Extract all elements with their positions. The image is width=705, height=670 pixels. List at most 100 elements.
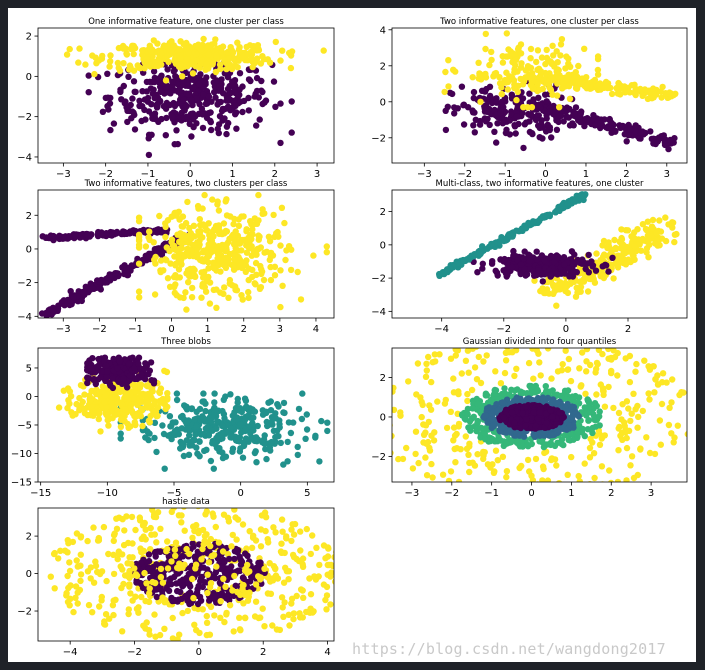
scatter-point: [451, 104, 458, 111]
scatter-point: [532, 455, 540, 463]
scatter-point: [127, 423, 134, 430]
scatter-point: [562, 65, 569, 72]
scatter-point: [134, 375, 141, 383]
scatter-point: [173, 390, 181, 397]
scatter-point: [539, 278, 546, 285]
scatter-point: [190, 84, 197, 91]
scatter-point: [173, 246, 180, 254]
scatter-point: [107, 52, 114, 59]
scatter-point: [164, 43, 171, 51]
scatter-point: [171, 283, 178, 291]
scatter-point: [212, 68, 220, 76]
scatter-point: [564, 471, 571, 478]
scatter-point: [251, 280, 258, 287]
scatter-point: [511, 387, 519, 394]
scatter-point: [122, 98, 129, 105]
scatter-point: [665, 221, 672, 228]
scatter-point: [164, 217, 172, 224]
scatter-point: [277, 267, 284, 274]
scatter-point: [164, 53, 171, 60]
scatter-point: [499, 399, 507, 406]
scatter-point: [548, 455, 556, 462]
scatter-point: [501, 255, 508, 263]
scatter-point: [106, 100, 114, 107]
scatter-point: [120, 375, 127, 383]
scatter-point: [129, 108, 136, 115]
scatter-point: [220, 396, 227, 403]
scatter-point: [513, 365, 520, 372]
scatter-point: [547, 441, 554, 449]
scatter-point: [479, 265, 486, 272]
scatter-point: [220, 261, 228, 269]
scatter-point: [131, 126, 139, 133]
scatter-point: [414, 360, 422, 367]
scatter-point: [608, 369, 615, 377]
scatter-point: [82, 61, 89, 68]
scatter-point: [560, 118, 567, 125]
scatter-point: [164, 66, 171, 73]
scatter-point: [482, 436, 489, 443]
scatter-point: [236, 240, 244, 247]
scatter-point: [569, 77, 576, 84]
scatter-point: [189, 101, 196, 109]
scatter-point: [617, 124, 625, 131]
scatter-point: [503, 440, 510, 447]
scatter-point: [145, 151, 153, 159]
y-tick-label: 0: [26, 72, 32, 83]
scatter-point: [64, 404, 71, 412]
scatter-point: [215, 222, 222, 229]
scatter-point: [185, 451, 193, 458]
scatter-point: [606, 124, 614, 131]
scatter-point: [585, 417, 592, 424]
scatter-point: [195, 228, 202, 235]
scatter-point: [323, 249, 330, 256]
scatter-point: [529, 348, 536, 352]
scatter-point: [597, 124, 604, 132]
scatter-point: [474, 269, 481, 276]
scatter-point: [173, 396, 181, 404]
scatter-point: [249, 226, 256, 233]
points-group: [38, 191, 330, 318]
scatter-point: [488, 56, 495, 64]
scatter-point: [470, 413, 477, 420]
scatter-point: [486, 83, 494, 91]
scatter-point: [158, 115, 165, 123]
scatter-point: [531, 431, 538, 439]
scatter-point: [651, 450, 659, 458]
scatter-point: [264, 422, 271, 430]
scatter-point: [632, 127, 639, 135]
scatter-point: [566, 95, 574, 103]
scatter-point: [107, 382, 114, 389]
scatter-point: [220, 410, 228, 418]
scatter-point: [607, 479, 615, 482]
scatter-point: [266, 444, 274, 451]
scatter-point: [524, 456, 532, 464]
scatter-point: [647, 128, 654, 135]
scatter-point: [512, 348, 520, 354]
scatter-point: [180, 294, 187, 302]
scatter-point: [534, 47, 542, 54]
scatter-point: [122, 406, 129, 413]
scatter-point: [468, 386, 476, 394]
scatter-point: [547, 271, 554, 278]
scatter-point: [101, 398, 108, 406]
scatter-point: [594, 66, 602, 74]
scatter-point: [217, 65, 224, 73]
scatter-point: [66, 45, 73, 53]
scatter-point: [213, 304, 220, 311]
scatter-point: [236, 70, 244, 77]
scatter-point: [646, 396, 653, 403]
scatter-point: [469, 74, 476, 81]
scatter-point: [439, 471, 447, 478]
scatter-point: [684, 431, 687, 438]
scatter-point: [87, 280, 94, 287]
scatter-point: [138, 371, 145, 378]
scatter-point: [637, 446, 644, 453]
scatter-point: [85, 72, 92, 79]
scatter-point: [581, 460, 588, 467]
scatter-point: [222, 227, 229, 235]
scatter-point: [671, 238, 678, 246]
scatter-point: [593, 391, 600, 398]
scatter-point: [584, 116, 591, 123]
scatter-point: [171, 119, 178, 126]
